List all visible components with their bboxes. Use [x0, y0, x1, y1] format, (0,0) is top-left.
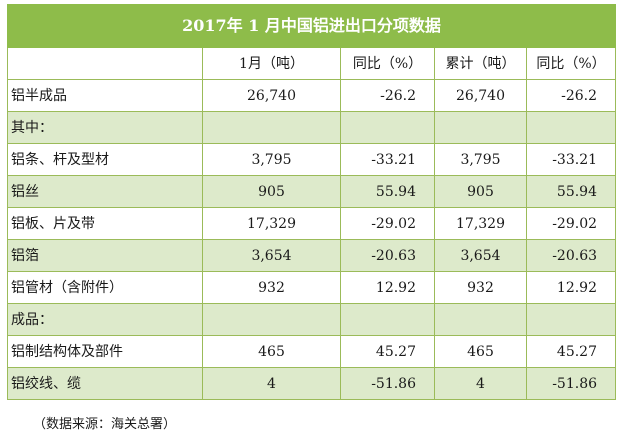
- header-cell-label: [7, 47, 203, 80]
- row-label: 其中：: [7, 111, 203, 144]
- cell-month: 3,654: [202, 239, 341, 272]
- cell-month: 932: [202, 271, 341, 304]
- header-cell-month: 1月（吨）: [202, 47, 341, 80]
- row-label: 铝板、片及带: [7, 207, 203, 240]
- row-label: 铝条、杆及型材: [7, 143, 203, 176]
- table-row: 铝管材（含附件） 932 12.92 932 12.92: [7, 271, 617, 304]
- cell-yoy: [340, 111, 435, 144]
- cell-cumulative: 932: [434, 271, 527, 304]
- row-label: 成品：: [7, 303, 203, 336]
- cell-cum-yoy: 55.94: [525, 175, 617, 208]
- header-cell-cum-yoy: 同比（%）: [525, 47, 617, 80]
- cell-cumulative: 465: [434, 335, 527, 368]
- cell-month: 465: [202, 335, 341, 368]
- header-row: 1月（吨） 同比（%） 累计（吨） 同比（%）: [7, 47, 617, 80]
- cell-cum-yoy: -26.2: [525, 79, 617, 112]
- table-row: 铝条、杆及型材 3,795 -33.21 3,795 -33.21: [7, 143, 617, 176]
- table-row: 其中：: [7, 111, 617, 144]
- cell-yoy: -51.86: [340, 367, 435, 400]
- cell-cum-yoy: -20.63: [525, 239, 617, 272]
- data-table: 2017年 1 月中国铝进出口分项数据 1月（吨） 同比（%） 累计（吨） 同比…: [6, 4, 617, 400]
- table-row: 铝丝 905 55.94 905 55.94: [7, 175, 617, 208]
- cell-month: 3,795: [202, 143, 341, 176]
- header-cell-cumulative: 累计（吨）: [434, 47, 527, 80]
- cell-cumulative: 905: [434, 175, 527, 208]
- cell-cum-yoy: -33.21: [525, 143, 617, 176]
- cell-yoy: -33.21: [340, 143, 435, 176]
- cell-yoy: -26.2: [340, 79, 435, 112]
- table-title-row: 2017年 1 月中国铝进出口分项数据: [6, 4, 617, 48]
- table-row: 铝板、片及带 17,329 -29.02 17,329 -29.02: [7, 207, 617, 240]
- cell-cumulative: [434, 111, 527, 144]
- cell-yoy: 12.92: [340, 271, 435, 304]
- cell-cum-yoy: -29.02: [525, 207, 617, 240]
- cell-cum-yoy: 12.92: [525, 271, 617, 304]
- row-label: 铝丝: [7, 175, 203, 208]
- cell-yoy: -29.02: [340, 207, 435, 240]
- cell-month: [202, 303, 341, 336]
- cell-month: 17,329: [202, 207, 341, 240]
- cell-cumulative: 26,740: [434, 79, 527, 112]
- table-row: 铝半成品 26,740 -26.2 26,740 -26.2: [7, 79, 617, 112]
- cell-cumulative: 4: [434, 367, 527, 400]
- cell-cum-yoy: [525, 111, 617, 144]
- cell-month: [202, 111, 341, 144]
- cell-month: 4: [202, 367, 341, 400]
- table-row: 铝箔 3,654 -20.63 3,654 -20.63: [7, 239, 617, 272]
- table-row: 铝制结构体及部件 465 45.27 465 45.27: [7, 335, 617, 368]
- table-row: 成品：: [7, 303, 617, 336]
- cell-yoy: 55.94: [340, 175, 435, 208]
- row-label: 铝绞线、缆: [7, 367, 203, 400]
- table-title: 2017年 1 月中国铝进出口分项数据: [6, 4, 617, 48]
- source-note: （数据来源：海关总署）: [33, 417, 177, 432]
- cell-cumulative: 3,654: [434, 239, 527, 272]
- cell-cumulative: 3,795: [434, 143, 527, 176]
- cell-yoy: 45.27: [340, 335, 435, 368]
- table-row: 铝绞线、缆 4 -51.86 4 -51.86: [7, 367, 617, 400]
- header-cell-yoy: 同比（%）: [340, 47, 435, 80]
- cell-cumulative: 17,329: [434, 207, 527, 240]
- cell-month: 905: [202, 175, 341, 208]
- cell-cum-yoy: -51.86: [525, 367, 617, 400]
- cell-yoy: [340, 303, 435, 336]
- cell-cum-yoy: 45.27: [525, 335, 617, 368]
- row-label: 铝制结构体及部件: [7, 335, 203, 368]
- row-label: 铝管材（含附件）: [7, 271, 203, 304]
- cell-cum-yoy: [525, 303, 617, 336]
- cell-cumulative: [434, 303, 527, 336]
- cell-yoy: -20.63: [340, 239, 435, 272]
- cell-month: 26,740: [202, 79, 341, 112]
- row-label: 铝箔: [7, 239, 203, 272]
- row-label: 铝半成品: [7, 79, 203, 112]
